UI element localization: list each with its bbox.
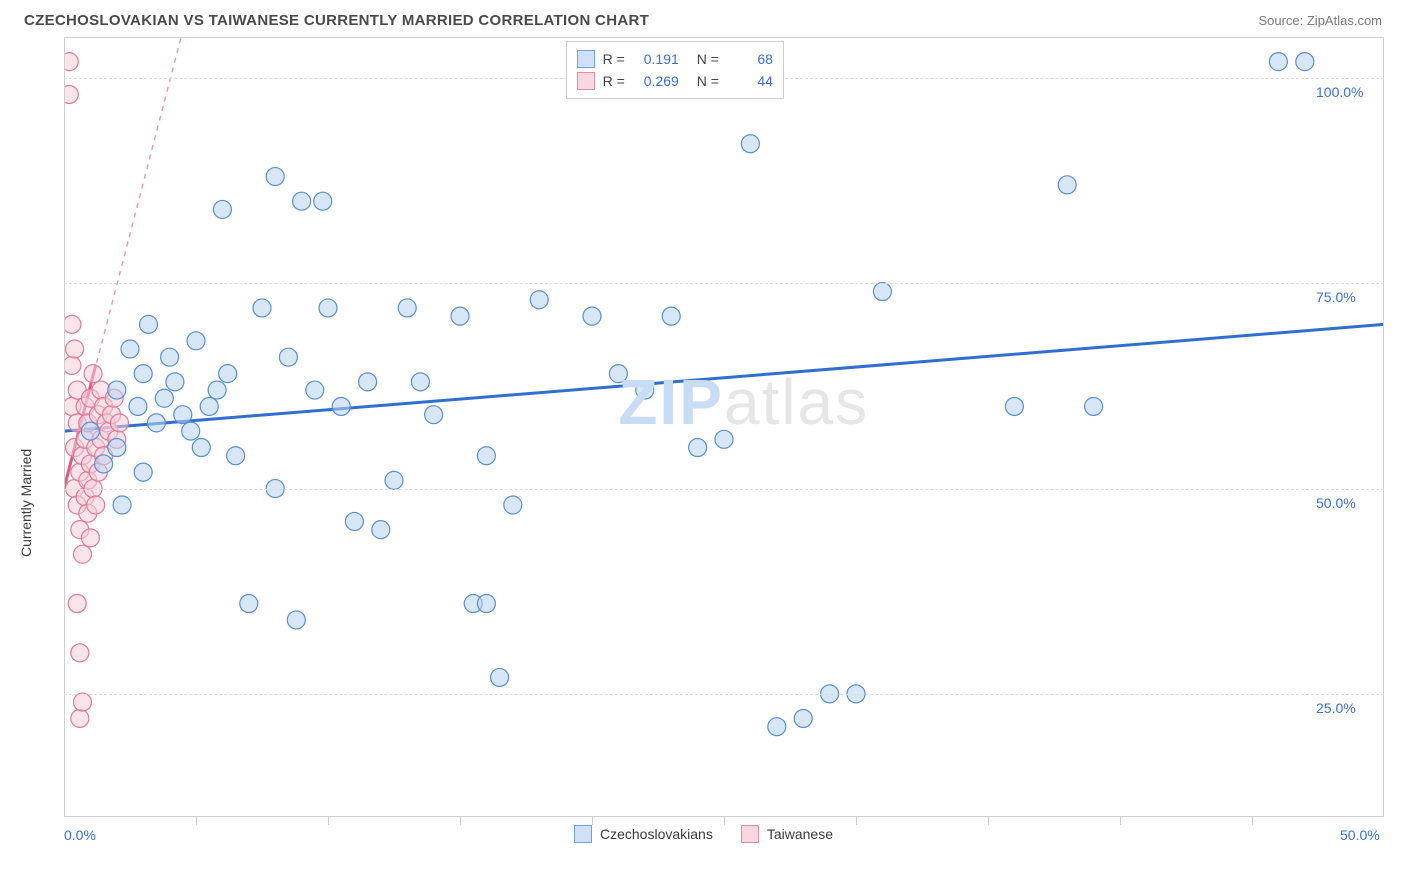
stats-n-label: N = <box>697 48 719 70</box>
x-minor-tick <box>592 817 593 825</box>
chart-title: CZECHOSLOVAKIAN VS TAIWANESE CURRENTLY M… <box>24 12 649 29</box>
x-minor-tick <box>1120 817 1121 825</box>
y-tick-label: 25.0% <box>1316 700 1350 716</box>
legend: Czechoslovakians Taiwanese <box>574 825 833 843</box>
stats-swatch <box>577 72 595 90</box>
y-axis-label: Currently Married <box>18 449 34 557</box>
stats-row: R = 0.191 N = 68 <box>577 48 773 70</box>
stats-n-value: 44 <box>727 70 773 92</box>
stats-box: R = 0.191 N = 68 R = 0.269 N = 44 <box>566 41 784 99</box>
x-minor-tick <box>856 817 857 825</box>
stats-swatch <box>577 50 595 68</box>
stats-n-value: 68 <box>727 48 773 70</box>
x-minor-tick <box>724 817 725 825</box>
x-minor-tick <box>1252 817 1253 825</box>
title-bar: CZECHOSLOVAKIAN VS TAIWANESE CURRENTLY M… <box>0 0 1406 33</box>
stats-r-label: R = <box>603 70 625 92</box>
legend-swatch <box>574 825 592 843</box>
stats-row: R = 0.269 N = 44 <box>577 70 773 92</box>
stats-r-label: R = <box>603 48 625 70</box>
legend-label: Czechoslovakians <box>600 826 713 842</box>
y-tick-label: 50.0% <box>1316 495 1350 511</box>
source-label: Source: ZipAtlas.com <box>1258 13 1382 28</box>
plot-border <box>64 37 1384 817</box>
plot-area: Currently Married ZIPatlas R =0.191N =68… <box>24 37 1382 847</box>
x-minor-tick <box>196 817 197 825</box>
stats-r-value: 0.269 <box>633 70 679 92</box>
stats-n-label: N = <box>697 70 719 92</box>
legend-label: Taiwanese <box>767 826 833 842</box>
y-tick-label: 75.0% <box>1316 289 1350 305</box>
x-minor-tick <box>460 817 461 825</box>
x-minor-tick <box>988 817 989 825</box>
x-minor-tick <box>328 817 329 825</box>
y-tick-label: 100.0% <box>1316 84 1350 100</box>
chart-container: { "title": "CZECHOSLOVAKIAN VS TAIWANESE… <box>0 0 1406 892</box>
stats-r-value: 0.191 <box>633 48 679 70</box>
legend-item: Czechoslovakians <box>574 825 713 843</box>
legend-swatch <box>741 825 759 843</box>
x-tick-label: 0.0% <box>64 827 96 843</box>
legend-item: Taiwanese <box>741 825 833 843</box>
x-tick-label: 50.0% <box>1340 827 1380 843</box>
